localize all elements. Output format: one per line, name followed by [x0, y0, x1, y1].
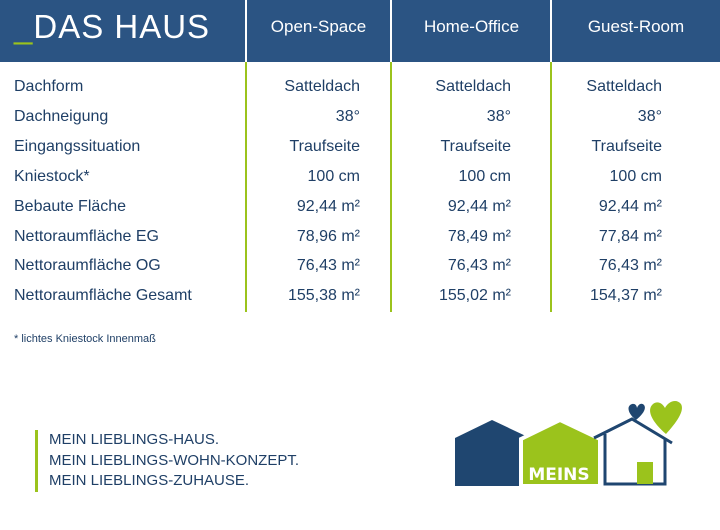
row-label: Bebaute Fläche — [14, 197, 127, 215]
logo-house-outline — [603, 434, 667, 486]
cell-value: Satteldach — [435, 78, 511, 95]
table-row: Bebaute Fläche 92,44 m² 92,44 m² 92,44 m² — [0, 198, 720, 228]
footnote: * lichtes Kniestock Innenmaß — [14, 333, 156, 345]
slogan-line: MEIN LIEBLINGS-ZUHAUSE. — [49, 472, 250, 489]
logo-house-navy — [455, 420, 530, 486]
cell-value: 100 cm — [307, 167, 360, 185]
row-label: Nettoraumfläche OG — [14, 257, 161, 275]
cell-value: Traufseite — [289, 137, 360, 155]
column-divider — [550, 62, 552, 312]
cell-value: 38° — [637, 107, 662, 125]
row-label: Dachneigung — [14, 107, 109, 125]
table-row: Dachneigung 38° 38° 38° — [0, 108, 720, 138]
table-row: Nettoraumfläche Gesamt 155,38 m² 155,02 m²… — [0, 287, 720, 317]
logo-door — [637, 462, 653, 484]
cell-value: Traufseite — [591, 137, 662, 155]
cell-value: 92,44 m² — [296, 197, 360, 215]
column-divider — [390, 0, 392, 62]
row-label: Dachform — [14, 78, 84, 95]
cell-value: Traufseite — [440, 137, 511, 155]
cell-value: 78,96 m² — [296, 227, 360, 245]
slogan-line: MEIN LIEBLINGS-WOHN-KONZEPT. — [49, 451, 300, 469]
column-header-home-office: Home-Office — [423, 17, 520, 36]
cell-value: 154,37 m² — [589, 287, 662, 305]
table-row: Kniestock* 100 cm 100 cm 100 cm — [0, 168, 720, 198]
column-divider — [245, 62, 247, 312]
logo-house-green — [519, 417, 602, 488]
title-text: DAS HAUS — [33, 8, 211, 45]
slogan-line: MEIN LIEBLINGS-HAUS. — [49, 431, 220, 448]
cell-value: 77,84 m² — [598, 227, 662, 245]
page-title: _DAS HAUS — [14, 8, 210, 46]
table-row: Nettoraumfläche EG 78,96 m² 78,49 m² 77,84 … — [0, 228, 720, 258]
cell-value: 155,38 m² — [287, 287, 360, 305]
row-label: Eingangssituation — [14, 137, 141, 155]
cell-value: 76,43 m² — [447, 257, 511, 275]
logo-text: MEINS — [528, 465, 589, 485]
cell-value: 100 cm — [609, 167, 662, 185]
cell-value: 38° — [486, 107, 511, 125]
row-label: Kniestock* — [14, 167, 90, 185]
title-underscore: _ — [14, 8, 34, 45]
cell-value: 78,49 m² — [447, 227, 511, 245]
cell-value: 155,02 m² — [438, 287, 511, 305]
meins-logo: MEINS — [455, 401, 682, 488]
cell-value: 100 cm — [458, 167, 511, 185]
table-row: Dachform Satteldach Satteldach Satteldach — [0, 78, 720, 108]
cell-value: 38° — [335, 107, 360, 125]
table-row: Nettoraumfläche OG 76,43 m² 76,43 m² 76,43 … — [0, 257, 720, 287]
cell-value: Satteldach — [586, 78, 662, 95]
row-label: Nettoraumfläche EG — [14, 227, 159, 245]
column-divider — [245, 0, 247, 62]
heart-icon — [628, 403, 645, 420]
cell-value: Satteldach — [284, 78, 360, 95]
table-row: Eingangssituation Traufseite Traufseite Tra… — [0, 138, 720, 168]
column-header-open-space: Open-Space — [270, 17, 367, 36]
logo-house-outline-roof — [593, 417, 673, 445]
column-divider — [550, 0, 552, 62]
cell-value: 76,43 m² — [296, 257, 360, 275]
row-label: Nettoraumfläche Gesamt — [14, 287, 192, 305]
cell-value: 92,44 m² — [447, 197, 511, 215]
cell-value: 76,43 m² — [598, 257, 662, 275]
heart-icon — [650, 401, 682, 434]
header-bar: _DAS HAUS Open-Space Home-Office Guest-R… — [0, 0, 720, 62]
column-divider — [390, 62, 392, 312]
column-header-guest-room: Guest-Room — [587, 17, 685, 36]
cell-value: 92,44 m² — [598, 197, 662, 215]
slogan: MEIN LIEBLINGS-HAUS. MEIN LIEBLINGS-WOHN… — [35, 430, 299, 492]
